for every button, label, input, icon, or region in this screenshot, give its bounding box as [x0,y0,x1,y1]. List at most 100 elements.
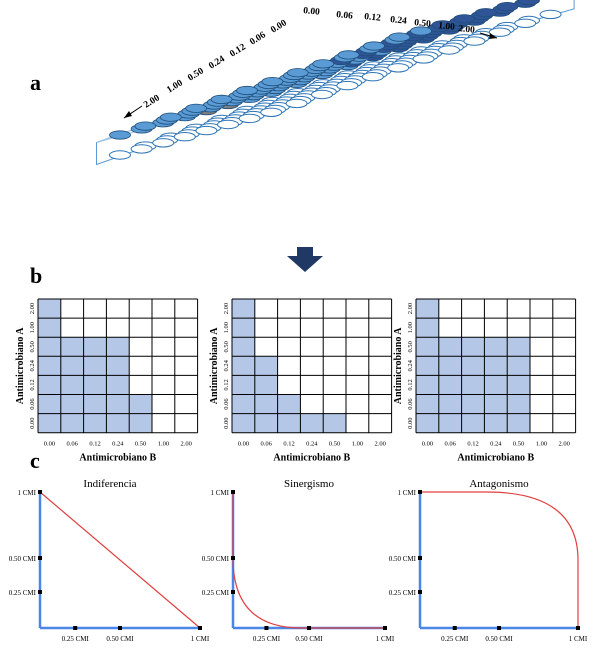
plate-bottom-well [539,9,562,20]
grid-cell-filled [129,394,152,414]
grid-row-label: 0.00 [223,417,230,428]
y-tick-label: 0.50 CMI [202,555,230,563]
grid-cell-filled [38,375,61,395]
grid-cell-filled [461,413,485,433]
y-tick-mark [231,590,235,594]
checkerboard-grid: 2.00 1.00 0.50 0.24 0.12 0.06 0.00 0.00 0.06 0.12… [393,298,577,464]
grid-row-label: 0.50 [407,341,414,352]
x-tick-label: 0.25 CMI [253,635,281,643]
grid-row-label: 1.00 [29,322,36,333]
grid-cell-filled [232,299,255,319]
grid-cell-filled [438,375,462,395]
plate-well [410,26,432,36]
plate-label-right: 1.00 [438,21,456,33]
grid-x-axis-label: Antimicrobiano B [273,453,350,464]
grid-cell-filled [416,299,439,319]
grid-cell-filled [484,356,508,376]
grid-row-label: 0.50 [29,341,36,352]
grid-col-label: 2.00 [559,441,570,448]
plate-label-left: 1.00 [165,78,185,95]
isobologram-panel: Indiferencia 1 CMI 0.50 CMI 0.25 CMI 0.25 CM… [9,478,210,643]
grid-cell-filled [106,394,130,414]
grid-row-label: 0.00 [29,417,36,428]
grid-cell-filled [254,356,278,376]
plate-bottom-well [238,113,261,124]
grid-cell-filled [416,375,439,395]
plate-bottom-well [260,107,283,118]
plate-bottom-well [173,132,196,142]
x-tick-mark [497,626,501,630]
grid-cell-filled [507,337,530,357]
plate-bottom-well [488,27,511,37]
grid-col-label: 2.00 [375,441,386,448]
y-tick-label: 1 CMI [211,489,230,497]
grid-cell-filled [232,375,255,395]
grid-cell-filled [507,375,530,395]
y-tick-label: 0.50 CMI [9,555,37,563]
plate-well [312,59,335,69]
grid-cell-filled [461,375,485,395]
grid-cell-filled [106,413,130,433]
grid-cell-filled [60,337,84,357]
grid-cell-filled [254,394,278,414]
grid-col-label: 0.12 [467,441,478,448]
arrow-right-icon [489,33,497,39]
grid-cell-filled [38,413,61,433]
plate-well [496,2,519,12]
plate-label-right: 2.00 [458,24,476,36]
grid-cell-filled [416,413,439,433]
plate-label-right: 0.06 [336,10,354,22]
plate-well [363,41,385,51]
y-tick-mark [38,556,42,560]
grid-cell-filled [416,356,439,376]
grid-cell-filled [416,337,439,357]
x-tick-label: 0.50 CMI [295,635,323,643]
grid-col-label: 0.00 [238,441,249,448]
grid-cell-filled [277,413,301,433]
plate-bottom-well [361,72,384,82]
grid-cell-filled [83,337,107,357]
panel-b-label: b [30,263,42,288]
plate-well [185,103,208,113]
isobologram-panel: Sinergismo 1 CMI 0.50 CMI 0.25 CMI 0.25 CMI 0… [202,478,395,643]
grid-row-label: 0.24 [407,359,414,371]
plate-label-right: 0.24 [390,15,408,27]
plate-bottom-well [311,89,333,100]
curve-title: Indiferencia [83,478,136,490]
x-tick-mark [576,626,580,630]
plate-well [210,94,233,105]
arrow-left-icon [124,111,132,118]
grid-row-label: 0.06 [29,398,36,410]
grid-cell-filled [232,356,255,376]
grid-col-label: 0.06 [445,441,457,448]
grid-cell-filled [106,375,130,395]
plate-well [286,68,309,78]
isobologram-panel: Antagonismo 1 CMI 0.50 CMI 0.25 CMI 0.25 CMI… [389,478,588,643]
plate-bottom-well [217,119,239,130]
x-tick-label: 1 CMI [191,635,210,643]
grid-cell-filled [323,413,346,433]
grid-y-axis-label: Antimicrobiano A [393,327,404,405]
y-tick-label: 0.50 CMI [389,555,417,563]
grid-cell-filled [83,356,107,376]
x-tick-mark [73,626,78,630]
grid-cell-filled [438,356,462,376]
grid-cell-filled [232,337,255,357]
plate-label-right: 0.50 [414,18,432,30]
y-tick-label: 1 CMI [398,489,417,497]
panel-c-label: c [30,448,40,473]
grid-cell-filled [232,394,255,414]
x-tick-mark [118,626,122,630]
plate-label-left: 0.00 [269,18,289,35]
grid-y-axis-label: Antimicrobiano A [15,327,26,405]
grid-col-label: 0.24 [490,441,502,448]
grid-cell-filled [83,394,107,414]
plate-label-right: 0.12 [364,12,382,24]
grid-x-axis-label: Antimicrobiano B [457,453,534,464]
plate-well [236,85,258,96]
checkerboard-grid: 2.00 1.00 0.50 0.24 0.12 0.06 0.00 0.00 0.06 0.12… [209,298,393,464]
plate-well [261,77,284,87]
x-tick-label: 0.25 CMI [441,635,469,643]
plate-well [109,130,131,140]
grid-row-label: 1.00 [407,322,414,333]
